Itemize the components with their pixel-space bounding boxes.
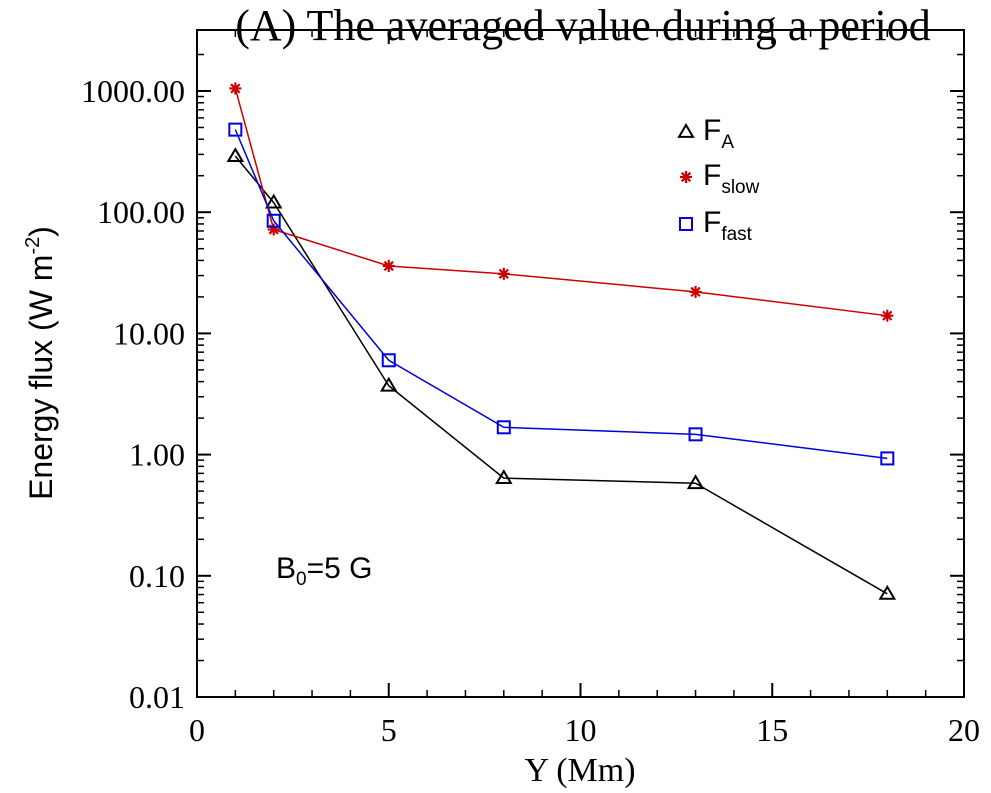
x-tick-label: 15 xyxy=(756,712,788,748)
data-point-fslow xyxy=(382,259,395,272)
y-tick-label: 1.00 xyxy=(129,437,185,473)
legend-marker-fslow xyxy=(680,171,692,183)
data-point-ffast xyxy=(880,451,895,466)
y-tick-label: 10.00 xyxy=(113,315,185,351)
data-point-ffast xyxy=(228,122,243,137)
data-point-ffast xyxy=(266,213,281,228)
data-point-ffast xyxy=(381,353,396,368)
legend-item-fslow: Fslow xyxy=(680,159,760,198)
y-tick-label: 100.00 xyxy=(97,194,185,230)
field-annotation-rest: =5 G xyxy=(307,552,373,585)
data-point-fa xyxy=(264,193,283,209)
asterisk-stroke xyxy=(680,171,692,183)
legend-item-fa: FA xyxy=(677,114,734,153)
asterisk-stroke xyxy=(498,268,509,279)
y-axis: 0.01 0.10 1.00 10.00 100.00 1000.00 xyxy=(81,73,964,715)
asterisk-stroke xyxy=(383,260,394,272)
x-axis-label: Y (Mm) xyxy=(524,752,635,789)
legend-label-ffast: Ffast xyxy=(703,206,753,245)
x-tick-label: 0 xyxy=(189,712,205,748)
asterisk-stroke xyxy=(230,83,241,94)
data-point-fa xyxy=(878,584,897,600)
data-point-fslow xyxy=(881,309,894,322)
y-axis-label: Energy flux (W m-2) xyxy=(22,226,59,500)
series-fa xyxy=(226,147,897,600)
data-point-fa xyxy=(686,474,705,490)
plot-frame xyxy=(196,29,965,698)
field-annotation-main: B xyxy=(276,552,296,585)
legend-marker-ffast xyxy=(679,217,693,231)
y-tick-label: 1000.00 xyxy=(81,73,185,109)
x-axis: 0 5 10 15 20 xyxy=(189,30,980,748)
data-point-fslow xyxy=(229,82,242,95)
data-point-fa xyxy=(380,376,398,392)
data-point-fa xyxy=(495,469,513,484)
field-annotation: B0=5 G xyxy=(276,552,372,590)
legend-marker-fa xyxy=(677,123,695,138)
y-tick-label: 0.01 xyxy=(129,679,185,715)
y-axis-label-close: ) xyxy=(23,226,59,237)
field-annotation-sub: 0 xyxy=(296,569,307,590)
data-point-ffast xyxy=(496,420,511,435)
y-axis-label-main: Energy flux (W m xyxy=(23,255,59,500)
data-point-fslow xyxy=(497,267,510,280)
series-layer xyxy=(226,82,897,600)
asterisk-stroke xyxy=(882,310,893,321)
x-minor-ticks xyxy=(234,30,927,697)
asterisk-stroke xyxy=(690,286,701,297)
legend-label-fslow: Fslow xyxy=(703,159,760,198)
y-minor-ticks xyxy=(197,53,964,662)
series-line-ffast xyxy=(234,129,888,460)
legend-label-main: F xyxy=(703,114,721,147)
data-point-ffast xyxy=(688,427,703,442)
data-point-fslow xyxy=(689,285,702,298)
y-axis-label-sup: -2 xyxy=(22,237,44,255)
x-tick-label: 20 xyxy=(948,712,980,748)
legend-label-main: F xyxy=(703,206,721,239)
legend-item-ffast: Ffast xyxy=(679,206,753,245)
legend-label-sub: slow xyxy=(721,177,759,198)
series-line-fa xyxy=(234,155,888,595)
legend-label-fa: FA xyxy=(703,114,734,153)
legend-label-main: F xyxy=(703,159,721,192)
series-fslow xyxy=(229,82,894,322)
y-tick-label: 0.10 xyxy=(129,558,185,594)
series-ffast xyxy=(228,122,895,466)
legend-label-sub: A xyxy=(721,132,734,153)
chart-title: (A) The averaged value during a period xyxy=(235,1,931,50)
x-tick-label: 10 xyxy=(565,712,597,748)
legend-label-sub: fast xyxy=(721,224,752,245)
data-point-fa xyxy=(226,147,245,163)
x-tick-label: 5 xyxy=(381,712,397,748)
series-line-fslow xyxy=(234,88,888,317)
